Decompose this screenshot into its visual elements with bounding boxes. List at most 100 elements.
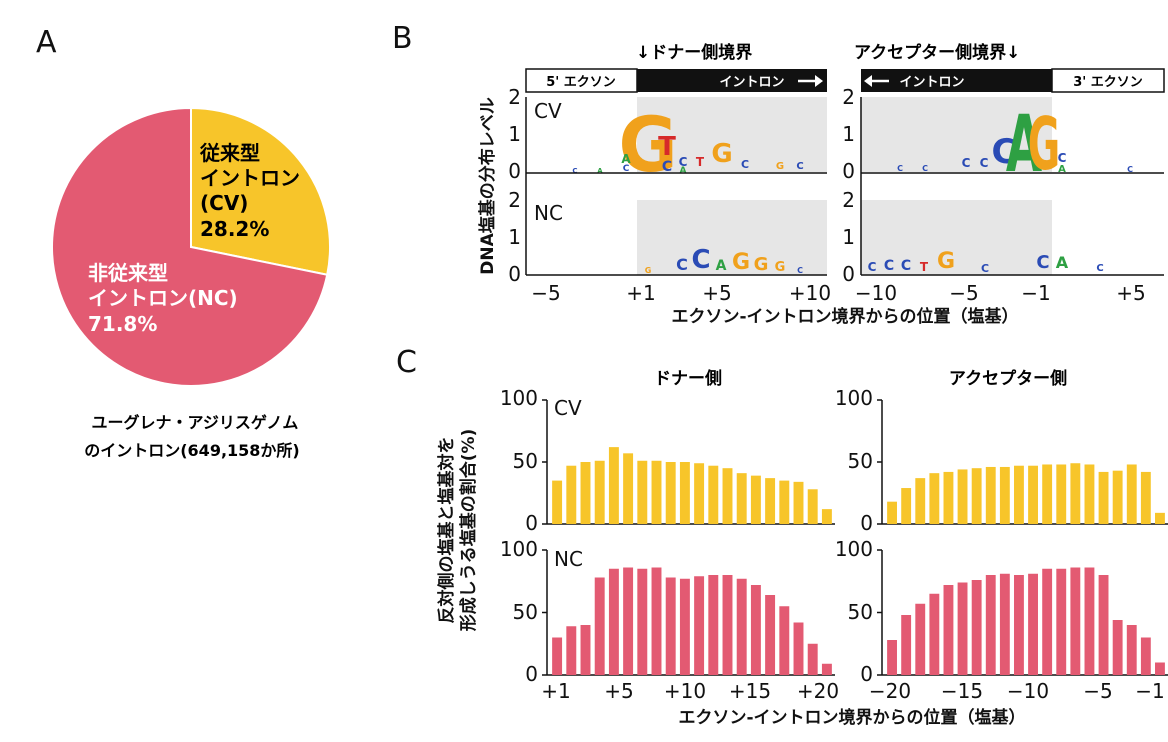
bar-acceptor-cv: [1155, 512, 1165, 524]
panel-a-letter: A: [36, 25, 57, 60]
logo-x-tick: +10: [789, 281, 831, 305]
acceptor-boundary-header: アクセプター側境界↓: [854, 42, 1020, 63]
bar-donor-nc: [679, 578, 690, 675]
bar-acceptor-nc: [1014, 575, 1024, 675]
bar-acceptor-nc: [1155, 662, 1165, 675]
logo-x-tick: +5: [1116, 281, 1145, 305]
logo-y-tick: 2: [508, 85, 521, 109]
donor-boundary-header: ↓ドナー側境界: [636, 42, 752, 63]
bar-y-tick: 0: [525, 662, 538, 686]
bar-donor-cv: [608, 447, 619, 524]
bar-donor-nc: [821, 663, 832, 675]
bar-donor-cv: [552, 480, 563, 524]
logo-letter-A: A: [597, 167, 603, 175]
logo-letter-C: C: [897, 164, 903, 173]
bar-donor-nc: [623, 567, 634, 675]
bar-acceptor-nc: [915, 603, 926, 675]
bar-x-tick: −15: [941, 679, 983, 703]
bar-acceptor-cv: [1084, 464, 1095, 524]
logo-letter-T: T: [696, 155, 705, 169]
bar-donor-nc: [566, 626, 577, 675]
logo-nc-label: NC: [534, 201, 563, 225]
bar-donor-cv: [637, 460, 648, 524]
bar-y-tick: 50: [513, 449, 538, 473]
bar-donor-cv: [722, 468, 733, 524]
bar-donor-cv: [793, 481, 804, 524]
bar-x-axis-label: エクソン-イントロン境界からの位置（塩基）: [678, 707, 1025, 728]
bar-donor-cv: [765, 478, 776, 524]
logo-letter-G: G: [645, 266, 652, 275]
logo-letter-C: C: [1036, 252, 1049, 273]
bar-x-tick: −10: [1007, 679, 1049, 703]
bar-acceptor-nc: [1084, 567, 1095, 675]
bar-acceptor-nc: [957, 582, 968, 675]
bar-donor-nc: [793, 622, 804, 675]
bar-y-ticks: 100 50 0 100 50 0 100 50 0 100 50 0: [500, 386, 873, 686]
bar-y-tick: 100: [500, 537, 538, 561]
logo-letter-C: C: [662, 159, 672, 175]
bar-y-axis-label-line2: 形成しうる塩基の割合(%): [458, 429, 479, 632]
logo-y-tick: 0: [508, 262, 521, 286]
logo-y-tick: 2: [508, 188, 521, 212]
bar-y-axis-label-line1: 反対側の塩基と塩基対を: [436, 437, 457, 624]
bar-y-tick: 50: [513, 600, 538, 624]
bar-y-tick: 100: [835, 386, 873, 410]
bar-acceptor-cv: [901, 488, 912, 524]
pie-nc-label: 非従来型 イントロン(NC) 71.8%: [88, 261, 238, 336]
bar-acceptor-cv: [1126, 464, 1137, 524]
bar-acceptor-nc: [929, 593, 940, 675]
bar-donor-nc: [594, 577, 605, 675]
logo-y-tick: 1: [842, 122, 855, 146]
logo-letter-C: C: [868, 260, 877, 274]
logo-y-tick: 2: [842, 85, 855, 109]
logo-x-tick: −5: [949, 281, 978, 305]
logo-x-tick: −5: [531, 281, 560, 305]
bar-donor-nc: [779, 606, 790, 675]
bar-acceptor-cv: [1140, 471, 1151, 524]
logo-letter-C: C: [1058, 151, 1067, 165]
logo-letter-C: C: [679, 155, 688, 169]
logo-letter-T: T: [658, 132, 676, 162]
logo-letter-C: C: [922, 164, 928, 173]
logo-letter-C: C: [691, 245, 710, 275]
logo-letter-C: C: [796, 161, 803, 172]
arrow-right-icon: [798, 75, 823, 87]
logo-letter-A: A: [1006, 99, 1042, 190]
logo-x-tick: +5: [702, 281, 731, 305]
bar-acceptor-nc: [1028, 573, 1038, 675]
bar-donor-nc: [580, 625, 591, 675]
bar-acceptor-nc: [1112, 620, 1123, 675]
bar-acceptor-cv: [1042, 464, 1053, 524]
bar-acceptor-nc: [1140, 637, 1151, 675]
logo-axes: [525, 97, 1164, 276]
panel-b-letter: B: [392, 21, 413, 56]
bar-acceptor-cv: [943, 471, 954, 524]
bar-acceptor-nc: [971, 580, 982, 675]
logo-letter-C: C: [676, 255, 688, 274]
pie-cv-label-line2: イントロン: [200, 166, 300, 190]
pie-nc-percent: 71.8%: [88, 312, 157, 336]
logo-cv-acceptor: [861, 97, 1052, 172]
logo-letter-T: T: [920, 260, 929, 274]
logo-x-tick: −1: [1021, 281, 1050, 305]
logo-letter-G: G: [711, 139, 732, 169]
pie-cv-label-line1: 従来型: [199, 141, 260, 165]
logo-letter-C: C: [981, 262, 989, 275]
bar-acceptor-cv: [999, 466, 1010, 524]
bar-acceptor-cv: [1070, 463, 1081, 524]
logo-y-tick: 1: [508, 122, 521, 146]
pie-caption-line1: ユーグレナ・アジリスゲノム: [92, 413, 299, 432]
logo-cv-donor: [637, 97, 827, 172]
bar-acceptor-nc: [985, 575, 996, 675]
logo-letter-A: A: [1056, 253, 1069, 272]
logo-letter-C: C: [623, 164, 630, 174]
logo-letter-C: C: [980, 156, 989, 170]
logo-letter-G: G: [776, 161, 784, 172]
logo-letter-A: A: [680, 166, 687, 176]
logo-letter-C: C: [962, 156, 971, 170]
bar-acceptor-cv: [1056, 464, 1067, 524]
bar-donor-cv: [821, 509, 832, 524]
logo-y-tick: 0: [508, 159, 521, 183]
logo-y-tick: 0: [842, 159, 855, 183]
